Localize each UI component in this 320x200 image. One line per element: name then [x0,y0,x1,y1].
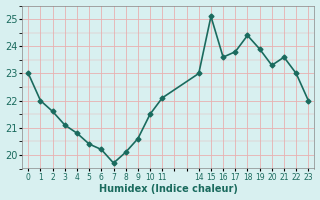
X-axis label: Humidex (Indice chaleur): Humidex (Indice chaleur) [99,184,238,194]
